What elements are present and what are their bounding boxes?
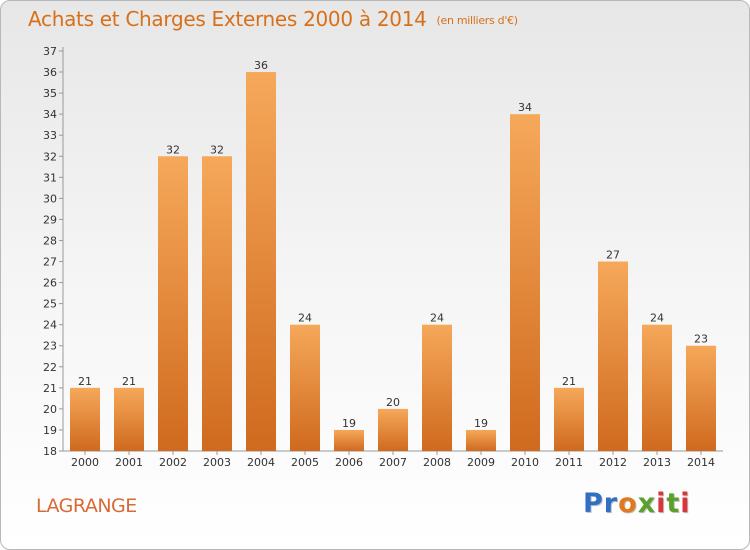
bars [70, 72, 716, 451]
logo-letter: r [603, 488, 619, 519]
data-label-2001: 21 [122, 375, 136, 388]
y-tick-label: 29 [43, 213, 57, 226]
bar-2013 [642, 324, 672, 451]
bar-2006 [334, 429, 364, 451]
x-tick-label-2004: 2004 [247, 456, 275, 469]
data-label-2002: 32 [166, 143, 180, 156]
y-tick-label: 34 [43, 108, 57, 121]
data-label-2007: 20 [386, 396, 400, 409]
chart-title: Achats et Charges Externes 2000 à 2014 (e… [28, 7, 518, 31]
data-label-2009: 19 [474, 417, 488, 430]
unit-note: (en milliers d'€) [436, 14, 518, 27]
y-tick-label: 36 [43, 66, 57, 79]
logo-letter: i [656, 488, 667, 519]
bar-2011 [554, 387, 584, 451]
data-label-2012: 27 [606, 249, 620, 262]
data-label-2008: 24 [430, 312, 444, 325]
logo-letter: x [637, 488, 657, 519]
data-label-2014: 23 [694, 333, 708, 346]
x-tick-label-2000: 2000 [71, 456, 99, 469]
y-tick-label: 22 [43, 361, 57, 374]
x-tick-label-2001: 2001 [115, 456, 143, 469]
data-label-2013: 24 [650, 312, 664, 325]
commune-name: LAGRANGE [36, 495, 137, 517]
x-tick-label-2011: 2011 [555, 456, 583, 469]
y-tick-label: 30 [43, 192, 57, 205]
x-tick-label-2005: 2005 [291, 456, 319, 469]
bar-2005 [290, 324, 320, 451]
bar-2001 [114, 387, 144, 451]
y-tick-label: 33 [43, 129, 57, 142]
logo-letter: P [583, 488, 604, 519]
bar-2003 [202, 156, 232, 451]
y-tick-label: 25 [43, 298, 57, 311]
data-label-2010: 34 [518, 101, 532, 114]
y-tick-label: 24 [43, 319, 57, 332]
data-label-2005: 24 [298, 312, 312, 325]
x-tick-label-2002: 2002 [159, 456, 187, 469]
y-tick-label: 28 [43, 234, 57, 247]
y-tick-label: 27 [43, 256, 57, 269]
bar-2000 [70, 387, 100, 451]
bar-2004 [246, 72, 276, 451]
logo-letter: o [618, 488, 638, 519]
bar-2002 [158, 156, 188, 451]
x-tick-label-2006: 2006 [335, 456, 363, 469]
y-tick-label: 32 [43, 150, 57, 163]
y-tick-label: 23 [43, 340, 57, 353]
y-tick-label: 31 [43, 171, 57, 184]
x-tick-label-2014: 2014 [687, 456, 715, 469]
y-tick-label: 21 [43, 382, 57, 395]
bar-2014 [686, 345, 716, 451]
proxiti-logo[interactable]: Proxiti [583, 488, 691, 519]
bar-2008 [422, 324, 452, 451]
x-tick-label-2007: 2007 [379, 456, 407, 469]
y-tick-label: 35 [43, 87, 57, 100]
bar-2007 [378, 408, 408, 451]
y-tick-label: 19 [43, 424, 57, 437]
x-tick-label-2009: 2009 [467, 456, 495, 469]
logo-letter: i [680, 488, 691, 519]
data-labels: 21 21 32 32 36 24 19 20 24 19 34 21 27 24 23 [78, 59, 708, 430]
x-tick-label-2012: 2012 [599, 456, 627, 469]
bar-2009 [466, 429, 496, 451]
x-tick-label-2010: 2010 [511, 456, 539, 469]
axes: 18 19 20 21 22 23 24 25 26 27 28 29 30 31 32 33 34 35 36 37… [43, 45, 723, 469]
bar-2010 [510, 114, 540, 451]
x-tick-label-2003: 2003 [203, 456, 231, 469]
chart-title-text: Achats et Charges Externes 2000 à 2014 [28, 7, 427, 31]
x-tick-label-2008: 2008 [423, 456, 451, 469]
data-label-2000: 21 [78, 375, 92, 388]
data-label-2003: 32 [210, 143, 224, 156]
y-tick-label: 37 [43, 45, 57, 58]
y-tick-label: 20 [43, 403, 57, 416]
bar-2012 [598, 261, 628, 451]
y-tick-label: 26 [43, 277, 57, 290]
x-tick-label-2013: 2013 [643, 456, 671, 469]
logo-letter: t [666, 488, 681, 519]
y-tick-label: 18 [43, 445, 57, 458]
data-label-2006: 19 [342, 417, 356, 430]
data-label-2011: 21 [562, 375, 576, 388]
data-label-2004: 36 [254, 59, 268, 72]
